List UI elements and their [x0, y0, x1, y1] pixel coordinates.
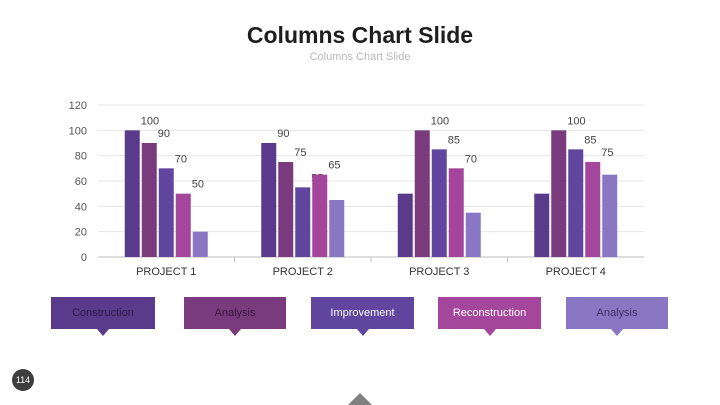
bar — [414, 130, 430, 257]
bar — [261, 143, 277, 257]
bar — [585, 162, 601, 257]
y-tick-label: 60 — [75, 176, 87, 188]
x-category-label: PROJECT 4 — [546, 266, 606, 278]
bar — [602, 174, 618, 257]
y-tick-label: 0 — [81, 252, 87, 264]
y-tick-label: 20 — [75, 227, 87, 239]
legend-label: Improvement — [330, 307, 395, 319]
legend-analysis-2: Analysis — [566, 297, 668, 336]
legend-reconstruction: Reconstruction — [438, 297, 541, 336]
y-tick-label: 40 — [75, 201, 87, 213]
bar — [175, 193, 191, 257]
y-tick-label: 120 — [69, 100, 87, 112]
y-tick-label: 100 — [69, 125, 87, 137]
legend-construction: Construction — [51, 297, 155, 336]
data-label: 75 — [294, 147, 306, 159]
bar — [397, 193, 413, 257]
bar — [568, 149, 584, 257]
bar — [295, 187, 311, 257]
data-label: 100 — [141, 115, 159, 127]
data-label: 85 — [448, 134, 460, 146]
bottom-triangle-marker — [348, 393, 372, 405]
legend-label: Construction — [72, 307, 134, 319]
x-category-label: PROJECT 2 — [273, 266, 333, 278]
data-label: 75 — [601, 147, 613, 159]
bar — [329, 200, 345, 257]
x-category-label: PROJECT 3 — [409, 266, 469, 278]
slide-title: Columns Chart Slide — [246, 22, 474, 48]
bar — [312, 174, 328, 257]
bar — [551, 130, 567, 257]
legend-improvement: Improvement — [311, 297, 414, 336]
data-label: 50 — [192, 179, 204, 191]
legend-label: Reconstruction — [452, 307, 527, 319]
legend-analysis: Analysis — [184, 297, 286, 336]
data-label: 90 — [277, 128, 289, 140]
data-label: 65 — [328, 160, 340, 172]
data-label: 85 — [584, 134, 596, 146]
data-label: 100 — [567, 115, 585, 127]
legend-label: Analysis — [214, 307, 256, 319]
bar — [465, 212, 481, 257]
slide-subtitle: Columns Chart Slide — [309, 51, 411, 63]
legend-label: Analysis — [596, 307, 638, 319]
bar — [534, 193, 550, 257]
bar — [431, 149, 447, 257]
bar — [278, 162, 294, 257]
data-label: 90 — [158, 128, 170, 140]
data-label: 70 — [175, 153, 187, 165]
x-category-label: PROJECT 1 — [136, 266, 196, 278]
bar — [124, 130, 140, 257]
data-label: 100 — [431, 115, 449, 127]
bar — [158, 168, 174, 257]
data-label: 70 — [465, 153, 477, 165]
y-tick-label: 80 — [75, 151, 87, 163]
bar — [192, 231, 208, 257]
bar — [448, 168, 464, 257]
page-number: 114 — [15, 375, 31, 385]
bar — [141, 143, 157, 257]
page-number-badge: 114 — [12, 369, 34, 391]
